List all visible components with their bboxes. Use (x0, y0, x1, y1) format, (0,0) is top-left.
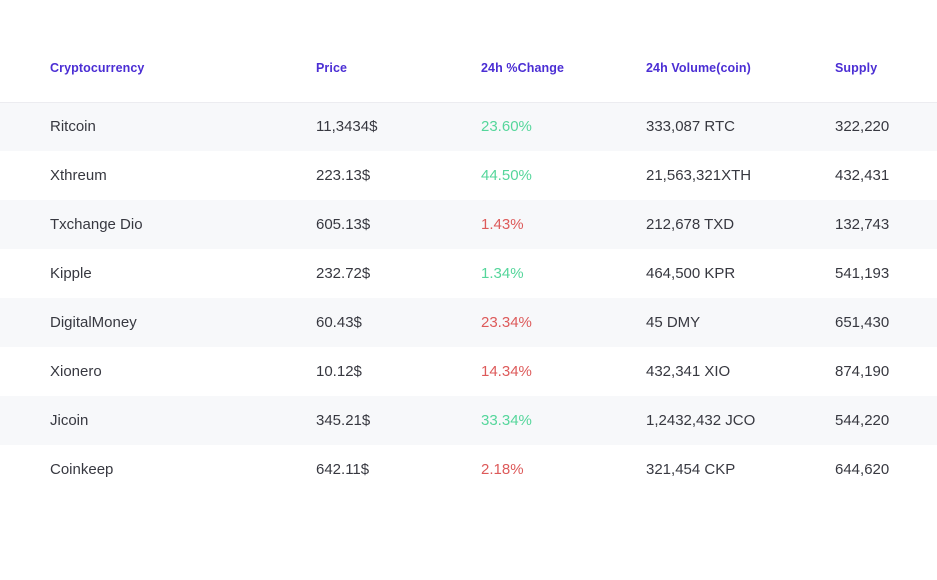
coin-name: Ritcoin (50, 118, 96, 136)
coin-price: 11,3434$ (316, 118, 378, 136)
column-header-price: Price (316, 44, 481, 103)
coin-24h-volume: 333,087 RTC (646, 118, 735, 136)
table-row[interactable]: DigitalMoney 60.43$ 23.34% 45 DMY 651,43… (0, 298, 937, 347)
coin-name: DigitalMoney (50, 314, 137, 331)
coin-supply: 544,220 (835, 412, 890, 429)
coin-24h-volume: 21,563,321XTH (646, 167, 752, 184)
coin-price: 345.21$ (316, 412, 371, 429)
coin-24h-change: 44.50% (481, 167, 532, 184)
coin-supply: 644,620 (835, 461, 890, 478)
table-row[interactable]: Jicoin 345.21$ 33.34% 1,2432,432 JCO 544… (0, 396, 937, 445)
coin-24h-change: 2.18% (481, 461, 524, 478)
table-row[interactable]: Xionero 10.12$ 14.34% 432,341 XIO 874,19… (0, 347, 937, 396)
coin-24h-volume: 212,678 TXD (646, 216, 735, 233)
coin-24h-change: 1.34% (481, 265, 524, 282)
coin-price: 232.72$ (316, 265, 371, 282)
column-header-supply: Supply (835, 44, 937, 103)
coin-24h-volume: 1,2432,432 JCO (646, 412, 756, 429)
coin-price: 10.12$ (316, 363, 362, 380)
coin-supply: 651,430 (835, 314, 890, 331)
table-row[interactable]: Txchange Dio 605.13$ 1.43% 212,678 TXD 1… (0, 200, 937, 249)
column-header-24h-change: 24h %Change (481, 44, 646, 103)
coin-name: Txchange Dio (50, 216, 143, 233)
coin-24h-volume: 45 DMY (646, 314, 701, 331)
column-header-cryptocurrency: Cryptocurrency (0, 44, 316, 103)
coin-price: 60.43$ (316, 314, 362, 331)
coin-supply: 132,743 (835, 216, 890, 233)
coin-supply: 432,431 (835, 167, 890, 184)
table-header-row: Cryptocurrency Price 24h %Change 24h Vol… (0, 44, 937, 103)
table-body: Ritcoin 11,3434$ 23.60% 333,087 RTC 322,… (0, 102, 937, 494)
column-header-24h-volume: 24h Volume(coin) (646, 44, 835, 103)
coin-24h-change: 23.60% (481, 118, 532, 136)
coin-24h-volume: 321,454 CKP (646, 461, 736, 478)
crypto-price-table: Cryptocurrency Price 24h %Change 24h Vol… (0, 44, 937, 494)
coin-supply: 874,190 (835, 363, 890, 380)
coin-name: Coinkeep (50, 461, 114, 478)
coin-24h-change: 14.34% (481, 363, 532, 380)
coin-24h-change: 33.34% (481, 412, 532, 429)
coin-name: Jicoin (50, 412, 89, 429)
table-row[interactable]: Ritcoin 11,3434$ 23.60% 333,087 RTC 322,… (0, 102, 937, 151)
coin-name: Kipple (50, 265, 92, 282)
coin-24h-volume: 432,341 XIO (646, 363, 731, 380)
coin-name: Xionero (50, 363, 102, 380)
coin-24h-change: 23.34% (481, 314, 532, 331)
table-header: Cryptocurrency Price 24h %Change 24h Vol… (0, 44, 937, 103)
table-row[interactable]: Xthreum 223.13$ 44.50% 21,563,321XTH 432… (0, 151, 937, 200)
coin-24h-volume: 464,500 KPR (646, 265, 736, 282)
table-row[interactable]: Kipple 232.72$ 1.34% 464,500 KPR 541,193 (0, 249, 937, 298)
coin-price: 605.13$ (316, 216, 371, 233)
coin-price: 642.11$ (316, 461, 370, 478)
coin-24h-change: 1.43% (481, 216, 524, 233)
table-row[interactable]: Coinkeep 642.11$ 2.18% 321,454 CKP 644,6… (0, 445, 937, 494)
coin-supply: 541,193 (835, 265, 890, 282)
coin-name: Xthreum (50, 167, 107, 184)
coin-price: 223.13$ (316, 167, 371, 184)
coin-supply: 322,220 (835, 118, 890, 136)
